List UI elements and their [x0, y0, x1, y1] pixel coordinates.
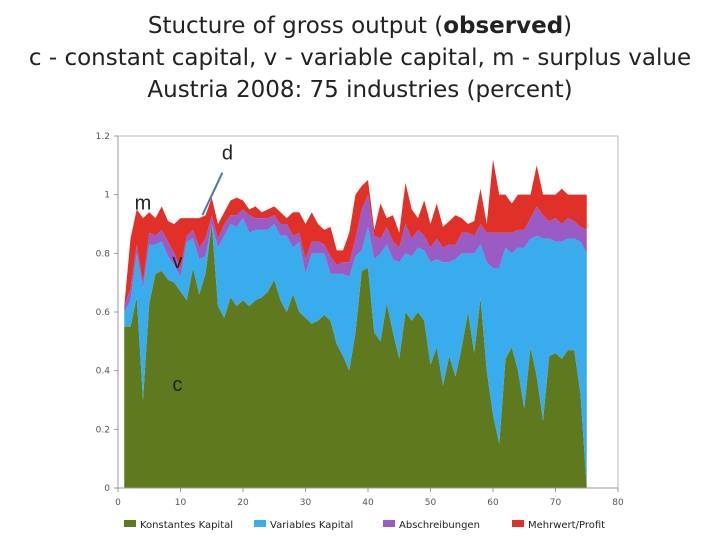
y-tick-label: 0.8 [96, 249, 111, 259]
x-tick-label: 80 [612, 498, 624, 508]
x-tick-label: 70 [550, 498, 562, 508]
legend: Konstantes Kapital Variables Kapital Absch… [124, 520, 605, 531]
legend-label-1: Konstantes Kapital [140, 520, 233, 531]
chart-title: Stucture of gross output (observed) c - … [0, 10, 720, 106]
x-tick-label: 30 [300, 498, 312, 508]
y-tick-label: 1.2 [96, 132, 110, 142]
y-tick-label: 0.2 [96, 425, 110, 435]
y-tick-label: 0 [104, 484, 110, 494]
title-line-2: c - constant capital, v - variable capit… [28, 45, 692, 71]
series-area-3 [124, 194, 587, 312]
y-tick-label: 0.4 [96, 367, 111, 377]
title-bold-word: observed [443, 13, 564, 39]
y-tick-label: 1 [104, 191, 110, 201]
legend-label-2: Variables Kapital [270, 520, 353, 531]
axes-group: 0 10 20 30 40 50 60 70 80 0 0.2 0.4 0.6 0.8 1 1.2 [96, 132, 624, 508]
legend-swatch-2 [254, 520, 266, 527]
title-line-1: Stucture of gross output (observed) [147, 13, 573, 39]
legend-label-4: Mehrwert/Profit [528, 520, 605, 531]
legend-swatch-3 [383, 520, 395, 527]
series-area-4 [124, 159, 587, 307]
series-area-2 [124, 218, 587, 488]
x-tick-label: 40 [362, 498, 374, 508]
x-tick-label: 20 [237, 498, 249, 508]
area-series-group [124, 159, 587, 488]
legend-label-3: Abschreibungen [399, 520, 480, 531]
series-area-1 [124, 224, 587, 488]
annotation-label-v: v [172, 251, 182, 273]
title-line-3: Austria 2008: 75 industries (percent) [147, 77, 573, 103]
x-tick-label: 50 [425, 498, 437, 508]
annotation-label-m: m [135, 192, 152, 214]
annotation-leader-line [201, 172, 224, 216]
y-tick-label: 0.6 [96, 308, 111, 318]
x-tick-label: 10 [175, 498, 187, 508]
legend-swatch-1 [124, 520, 136, 527]
x-tick-label: 60 [487, 498, 499, 508]
annotation-label-d: d [222, 142, 233, 164]
legend-swatch-4 [512, 520, 524, 527]
annotations-group: d m v c [135, 142, 233, 396]
annotation-label-c: c [172, 374, 182, 396]
x-tick-label: 0 [115, 498, 121, 508]
